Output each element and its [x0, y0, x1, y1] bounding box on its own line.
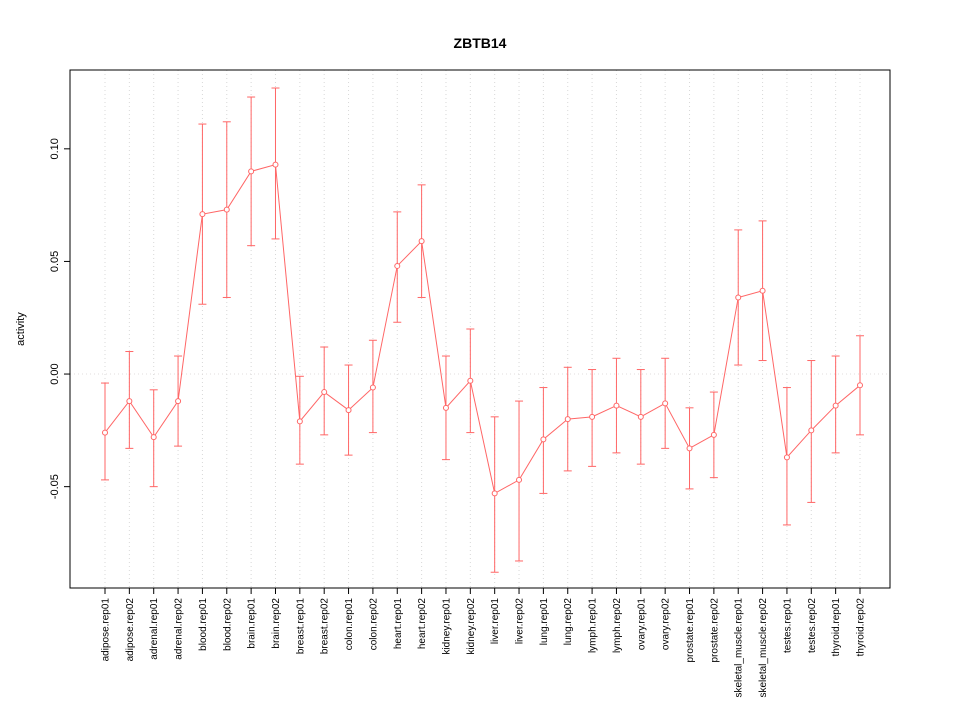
y-axis-label: activity [15, 312, 27, 346]
x-tick-label: heart.rep02 [417, 598, 428, 650]
x-tick-label: liver.rep01 [490, 598, 501, 645]
x-tick-label: thyroid.rep01 [831, 598, 842, 657]
data-point [637, 413, 644, 420]
data-point [710, 431, 717, 438]
data-point [418, 238, 425, 245]
data-point [540, 436, 547, 443]
data-point [686, 445, 693, 452]
x-tick-label: lymph.rep01 [588, 598, 599, 653]
x-tick-label: lung.rep02 [563, 598, 574, 646]
data-point [735, 294, 742, 301]
data-point [102, 429, 108, 436]
data-point [369, 384, 376, 391]
data-point [491, 490, 498, 497]
data-point [662, 400, 669, 407]
data-point [345, 407, 352, 414]
data-point [175, 398, 182, 405]
plot-content: -0.05 0.00 0.05 0.10 adipose.rep01 adipose.re… [49, 69, 891, 698]
x-tick-label: blood.rep01 [198, 598, 209, 651]
data-point [321, 389, 328, 396]
data-point [199, 211, 206, 218]
x-tick-label: skeletal_muscle.rep02 [758, 598, 769, 698]
x-tick-label: adrenal.rep01 [149, 598, 160, 660]
data-point [857, 382, 863, 389]
x-tick-label: testes.rep01 [782, 598, 793, 653]
x-tick-label: brain.rep01 [247, 598, 258, 649]
x-tick-label: adipose.rep02 [125, 598, 136, 662]
data-point [150, 434, 157, 441]
data-point [467, 377, 474, 384]
y-tick-label: 0.10 [49, 138, 61, 159]
data-point [783, 454, 790, 461]
y-tick-label: 0.05 [49, 251, 61, 272]
x-tick-label: kidney.rep02 [466, 598, 477, 655]
x-tick-label: prostate.rep02 [709, 598, 720, 663]
data-point [516, 476, 523, 483]
data-point [442, 404, 449, 411]
x-tick-label: lymph.rep02 [612, 598, 623, 653]
x-tick-label: breast.rep02 [320, 598, 331, 655]
chart-title: ZBTB14 [454, 35, 507, 51]
x-tick-label: lung.rep01 [539, 598, 550, 646]
data-point [296, 418, 303, 425]
data-point [832, 402, 839, 409]
x-tick-label: adipose.rep01 [101, 598, 112, 662]
data-point [613, 402, 620, 409]
x-tick-label: testes.rep02 [807, 598, 818, 653]
data-point [126, 398, 133, 405]
x-tick-label: prostate.rep01 [685, 598, 696, 663]
data-point [589, 413, 596, 420]
data-point [394, 262, 401, 269]
x-tick-label: breast.rep01 [295, 598, 306, 655]
data-point [248, 168, 255, 175]
x-tick-label: colon.rep01 [344, 598, 355, 651]
y-tick-label: 0.00 [49, 363, 61, 384]
data-point [272, 161, 279, 168]
series-line [104, 163, 861, 495]
plot-border [69, 69, 891, 589]
x-tick-label: adrenal.rep02 [174, 598, 185, 660]
x-tick-label: colon.rep02 [368, 598, 379, 651]
x-tick-label: kidney.rep01 [441, 598, 452, 655]
data-point [564, 416, 571, 423]
x-tick-label: heart.rep01 [393, 598, 404, 650]
data-point [759, 287, 766, 294]
x-tick-label: brain.rep02 [271, 598, 282, 649]
y-tick-label: -0.05 [49, 474, 61, 499]
x-tick-label: blood.rep02 [222, 598, 233, 651]
data-point [223, 206, 230, 213]
x-tick-label: thyroid.rep02 [856, 598, 867, 657]
x-tick-label: liver.rep02 [515, 598, 526, 645]
x-tick-label: ovary.rep01 [636, 598, 647, 651]
x-tick-label: skeletal_muscle.rep01 [734, 598, 745, 698]
data-point [808, 427, 815, 434]
x-tick-label: ovary.rep02 [661, 598, 672, 651]
